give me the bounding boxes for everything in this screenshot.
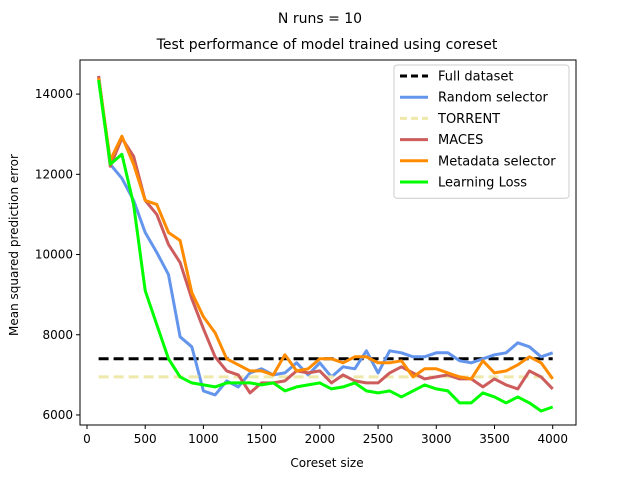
series-line-random-selector xyxy=(97,75,554,397)
y-tick-label: 8000 xyxy=(42,328,73,342)
x-axis-label: Coreset size xyxy=(290,456,363,470)
y-tick-label: 6000 xyxy=(42,408,73,422)
legend-label: Full dataset xyxy=(438,70,514,85)
legend-label: MACES xyxy=(438,133,483,148)
legend-label: Metadata selector xyxy=(438,154,556,169)
x-tick-label: 500 xyxy=(134,432,157,446)
x-tick-label: 3500 xyxy=(479,432,510,446)
legend: Full dataset Random selector TORRENT MACES M… xyxy=(393,64,570,199)
legend-label: TORRENT xyxy=(437,112,500,127)
x-tick-label: 1500 xyxy=(246,432,277,446)
legend-label: Learning Loss xyxy=(438,176,527,191)
legend-label: Random selector xyxy=(438,91,549,106)
x-tick-label: 2000 xyxy=(305,432,336,446)
chart-suptitle: N runs = 10 xyxy=(278,11,362,27)
legend-box xyxy=(393,64,570,199)
x-tick-label: 3000 xyxy=(421,432,452,446)
plot-frame xyxy=(79,59,577,426)
x-tick-label: 2500 xyxy=(363,432,394,446)
x-tick-label: 0 xyxy=(83,432,91,446)
series-line-maces xyxy=(97,75,554,395)
y-tick-label: 12000 xyxy=(35,167,73,181)
y-axis-label: Mean squared prediction error xyxy=(7,154,21,336)
chart-title: Test performance of model trained using … xyxy=(156,37,498,53)
plot-series xyxy=(97,75,554,413)
axes: 0 500 1000 1500 2000 2500 3000 3500 4000 6000 8000… xyxy=(35,59,577,446)
y-tick-label: 14000 xyxy=(35,87,73,101)
y-tick-label: 10000 xyxy=(35,248,73,262)
x-tick-label: 1000 xyxy=(188,432,219,446)
series-line-learning-loss xyxy=(97,79,554,413)
x-tick-label: 4000 xyxy=(537,432,568,446)
series-line-metadata-selector xyxy=(97,77,554,381)
